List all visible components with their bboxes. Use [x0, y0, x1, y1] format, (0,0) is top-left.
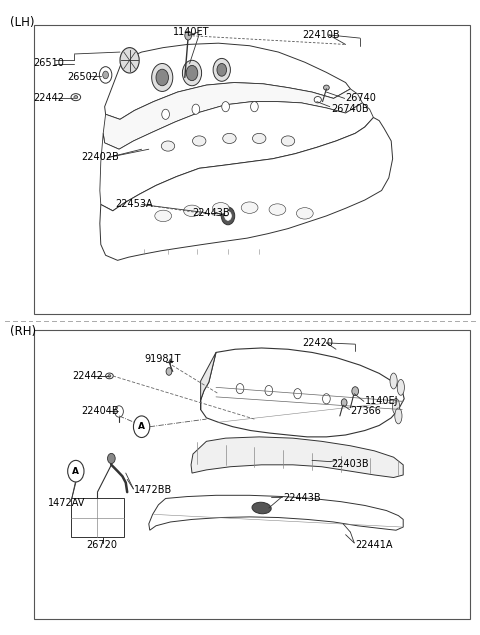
Circle shape: [225, 211, 231, 220]
Bar: [34, 330, 470, 619]
Text: 22420: 22420: [302, 338, 334, 348]
Polygon shape: [191, 437, 403, 478]
Ellipse shape: [324, 85, 329, 90]
Circle shape: [236, 384, 244, 394]
Circle shape: [166, 368, 172, 375]
Text: 1472AV: 1472AV: [48, 498, 85, 508]
Circle shape: [120, 48, 139, 73]
Text: 26720: 26720: [86, 540, 118, 550]
Ellipse shape: [392, 399, 399, 415]
Ellipse shape: [397, 379, 404, 395]
Text: 26740: 26740: [346, 93, 376, 104]
Text: 22443B: 22443B: [192, 208, 229, 218]
Circle shape: [186, 65, 198, 81]
Circle shape: [108, 453, 115, 464]
Circle shape: [162, 109, 169, 119]
Polygon shape: [100, 102, 373, 211]
Bar: [34, 25, 470, 314]
Text: 22404B: 22404B: [82, 406, 119, 417]
Text: (RH): (RH): [10, 325, 36, 338]
Circle shape: [294, 389, 301, 399]
Text: 22443B: 22443B: [283, 493, 321, 504]
Circle shape: [265, 385, 273, 396]
Circle shape: [251, 102, 258, 112]
Text: 22441A: 22441A: [355, 540, 393, 550]
Circle shape: [341, 399, 347, 406]
Text: 22442: 22442: [34, 93, 65, 104]
Text: 22442: 22442: [72, 371, 103, 381]
Ellipse shape: [297, 208, 313, 219]
Circle shape: [182, 60, 202, 86]
Ellipse shape: [161, 141, 175, 151]
Ellipse shape: [252, 502, 271, 514]
Bar: [71, 498, 124, 537]
Ellipse shape: [108, 375, 111, 377]
Circle shape: [221, 207, 235, 225]
Text: 1140EJ: 1140EJ: [365, 396, 398, 406]
Circle shape: [217, 64, 227, 76]
Ellipse shape: [74, 95, 78, 98]
Circle shape: [222, 102, 229, 112]
Polygon shape: [103, 83, 362, 149]
Circle shape: [133, 416, 150, 438]
Text: 22453A: 22453A: [115, 199, 153, 210]
Circle shape: [76, 467, 83, 476]
Ellipse shape: [269, 204, 286, 215]
Ellipse shape: [192, 136, 206, 146]
Ellipse shape: [252, 133, 266, 144]
Ellipse shape: [241, 202, 258, 213]
Text: A: A: [138, 422, 145, 431]
Text: A: A: [72, 467, 79, 476]
Circle shape: [185, 31, 192, 40]
Polygon shape: [105, 43, 350, 119]
Polygon shape: [201, 348, 404, 437]
Polygon shape: [201, 352, 216, 410]
Ellipse shape: [212, 203, 229, 214]
Circle shape: [115, 406, 123, 417]
Text: 22403B: 22403B: [331, 458, 369, 469]
Text: (LH): (LH): [10, 16, 34, 29]
Circle shape: [99, 67, 112, 83]
Ellipse shape: [395, 408, 402, 424]
Text: 26502: 26502: [67, 72, 98, 83]
Circle shape: [68, 460, 84, 482]
Ellipse shape: [390, 373, 397, 389]
Text: 1472BB: 1472BB: [134, 485, 173, 495]
Ellipse shape: [106, 373, 113, 378]
Text: 1140ET: 1140ET: [173, 27, 209, 37]
Polygon shape: [149, 495, 403, 530]
Ellipse shape: [314, 97, 322, 103]
Text: 26740B: 26740B: [331, 104, 369, 114]
Text: 26510: 26510: [34, 58, 64, 69]
Circle shape: [156, 69, 168, 86]
Text: 27366: 27366: [350, 406, 381, 417]
Circle shape: [192, 104, 200, 114]
Ellipse shape: [71, 94, 81, 100]
Ellipse shape: [281, 136, 295, 146]
Text: 22410B: 22410B: [302, 30, 340, 40]
Text: 91981T: 91981T: [144, 354, 180, 364]
Ellipse shape: [223, 133, 236, 144]
Circle shape: [352, 387, 359, 396]
Circle shape: [103, 71, 108, 79]
Text: 22402B: 22402B: [82, 152, 120, 163]
Circle shape: [323, 394, 330, 404]
Ellipse shape: [183, 205, 201, 217]
Polygon shape: [100, 117, 393, 260]
Circle shape: [213, 58, 230, 81]
Ellipse shape: [155, 210, 172, 222]
Circle shape: [152, 64, 173, 91]
